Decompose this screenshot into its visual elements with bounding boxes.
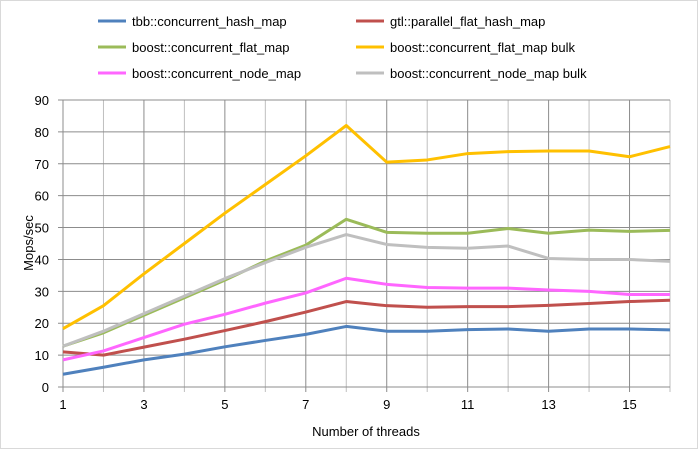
legend-label: gtl::parallel_flat_hash_map [390,14,545,29]
legend-label: tbb::concurrent_hash_map [132,14,287,29]
y-tick-label: 20 [35,316,49,331]
y-tick-label: 10 [35,348,49,363]
y-tick-label: 70 [35,157,49,172]
legend-item: boost::concurrent_flat_map bulk [356,40,575,55]
legend-item: tbb::concurrent_hash_map [98,14,287,29]
legend-label: boost::concurrent_flat_map bulk [390,40,575,55]
x-tick-label: 5 [221,397,228,412]
y-tick-label: 60 [35,189,49,204]
legend-item: gtl::parallel_flat_hash_map [356,14,545,29]
y-tick-label: 30 [35,284,49,299]
series-line-4 [62,276,670,362]
legend-item: boost::concurrent_node_map [98,66,301,81]
series-line-3 [62,124,671,330]
legend-label: boost::concurrent_node_map bulk [390,66,587,81]
y-tick-label: 90 [35,93,49,108]
legend-label: boost::concurrent_flat_map [132,40,290,55]
x-tick-label: 7 [302,397,309,412]
y-axis-label: Mops/sec [21,215,36,271]
series-line-5 [62,233,671,348]
x-tick-label: 9 [383,397,390,412]
legend-item: boost::concurrent_node_map bulk [356,66,587,81]
legend-item: boost::concurrent_flat_map [98,40,290,55]
series-line-0 [62,324,671,376]
x-tick-label: 1 [59,397,66,412]
y-tick-label: 0 [42,380,49,395]
legend-label: boost::concurrent_node_map [132,66,301,81]
y-tick-label: 50 [35,221,49,236]
x-axis-label: Number of threads [312,424,420,439]
x-tick-label: 15 [622,397,636,412]
x-tick-label: 3 [140,397,147,412]
y-tick-label: 80 [35,125,49,140]
x-tick-label: 13 [541,397,555,412]
series-line-1 [62,298,671,357]
x-tick-label: 11 [461,397,475,412]
y-tick-label: 40 [35,252,49,267]
